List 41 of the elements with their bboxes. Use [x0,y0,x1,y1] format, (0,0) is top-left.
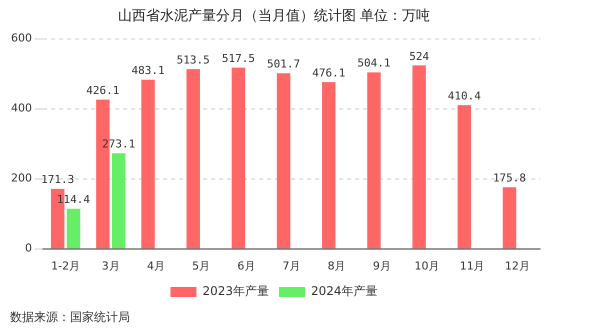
x-tick-label: 12月 [504,259,530,272]
bar [458,105,472,248]
bar [502,187,516,248]
data-label: 175.8 [492,172,526,185]
bar [322,82,336,248]
y-tick-label: 0 [24,242,32,255]
bar [141,80,155,248]
y-tick-label: 600 [10,32,32,45]
y-tick-label: 400 [10,102,32,115]
x-tick-label: 10月 [414,259,440,272]
x-tick-label: 5月 [192,259,210,272]
bar [276,73,290,248]
x-tick-label: 7月 [282,259,300,272]
data-label: 501.7 [267,58,300,71]
x-tick-label: 6月 [237,259,256,272]
source-note: 数据来源：国家统计局 [10,310,130,324]
data-label: 524 [409,50,430,63]
data-label: 171.3 [41,173,74,186]
bar [367,72,381,248]
y-tick-label: 200 [10,172,32,185]
data-label: 426.1 [86,84,120,98]
bar [186,69,200,248]
x-tick-label: 3月 [102,259,120,272]
data-label: 513.5 [176,53,210,66]
bar [232,68,246,248]
data-label: 410.4 [448,90,482,103]
data-label: 476.1 [312,66,346,80]
x-tick-label: 4月 [146,259,165,272]
x-tick-label: 11月 [460,259,485,272]
bar [112,153,126,248]
bar [412,65,426,248]
data-label: 517.5 [222,52,255,66]
data-label: 504.1 [357,56,391,70]
chart-title: 山西省水泥产量分月（当月值）统计图 单位：万吨 [118,8,430,24]
legend-label: 2023年产量 [202,284,270,298]
x-tick-label: 9月 [372,259,391,272]
legend-label: 2024年产量 [311,284,378,298]
x-tick-label: 8月 [328,259,346,272]
x-tick-label: 1-2月 [51,259,80,272]
bar [66,208,80,248]
data-label: 483.1 [131,64,165,78]
